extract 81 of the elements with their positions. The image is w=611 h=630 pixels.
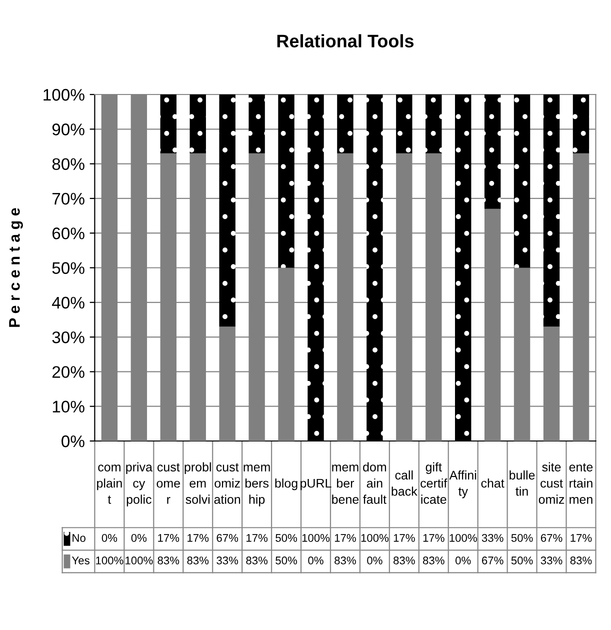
bar — [543, 94, 560, 327]
x-tick-label: mem bers hip — [244, 464, 270, 506]
data-label: 17% — [246, 534, 268, 542]
y-tick-label: 30% — [52, 331, 84, 344]
x-tick-label: com plain t — [97, 464, 122, 504]
x-tick-label: call back — [392, 470, 418, 496]
bar — [278, 94, 294, 268]
data-label: 33% — [216, 556, 238, 564]
legend-label: Yes — [72, 556, 90, 564]
x-tick-label: probl em solvi — [184, 462, 211, 504]
data-label: 0% — [308, 556, 324, 564]
y-tick-label: 10% — [52, 400, 84, 413]
data-label: 83% — [158, 556, 180, 564]
y-axis-title: P e r c e n t a g e — [9, 208, 23, 327]
x-tick-label: ente rtain men — [569, 463, 593, 504]
data-label: 100% — [126, 556, 153, 564]
data-label: 0% — [456, 556, 471, 564]
data-label: 17% — [423, 534, 444, 542]
x-tick-label: Affini ty — [449, 470, 476, 498]
data-label: 50% — [276, 556, 297, 564]
data-label: 50% — [511, 534, 533, 542]
data-label: 0% — [102, 534, 118, 542]
data-label: 17% — [394, 534, 415, 542]
data-label: 83% — [334, 556, 356, 564]
y-tick-label: 60% — [52, 228, 84, 240]
data-label: 0% — [367, 556, 382, 564]
x-tick-label: cust ome r — [156, 463, 180, 504]
data-label: 100% — [302, 534, 330, 542]
y-tick-label: 20% — [52, 366, 84, 378]
data-label: 67% — [482, 556, 504, 564]
data-label: 33% — [540, 556, 562, 564]
x-tick-label: bulle tin — [510, 470, 535, 496]
y-tick-label: 90% — [52, 124, 84, 136]
data-label: 67% — [216, 534, 238, 542]
y-tick-label: 70% — [52, 192, 84, 205]
data-label: 33% — [482, 534, 504, 542]
data-label: 17% — [158, 534, 180, 542]
bar — [514, 94, 530, 268]
data-label: 100% — [361, 534, 388, 542]
legend-label: No — [72, 534, 86, 542]
y-tick-label: 100% — [44, 88, 84, 101]
chart-title: Relational Tools — [277, 34, 414, 48]
bar — [426, 94, 442, 154]
data-label: 17% — [570, 534, 592, 542]
data-label: 17% — [334, 534, 356, 542]
data-label: 83% — [246, 556, 268, 564]
bar — [308, 94, 324, 441]
bar — [484, 94, 501, 209]
bar — [160, 94, 176, 154]
y-tick-label: 0% — [62, 435, 84, 448]
bar — [248, 94, 265, 154]
x-tick-label: gift certif icate — [420, 462, 448, 504]
x-tick-label: priva cy polic — [126, 462, 152, 506]
data-label: 50% — [276, 534, 297, 542]
data-label: 83% — [570, 556, 592, 564]
data-label: 100% — [450, 534, 477, 542]
data-label: 67% — [540, 534, 562, 542]
data-label: 83% — [394, 556, 415, 564]
data-label: 100% — [96, 556, 124, 564]
bar — [337, 94, 354, 154]
bar — [190, 94, 206, 154]
y-tick-label: 80% — [52, 158, 84, 170]
x-tick-label: blog — [275, 478, 298, 490]
x-tick-label: dom ain fault — [363, 462, 386, 504]
x-tick-label: cust omiz ation — [214, 463, 240, 504]
x-tick-label: mem ber bene — [332, 464, 359, 504]
bar — [454, 94, 472, 441]
x-tick-label: chat — [481, 478, 504, 488]
bar — [396, 94, 412, 154]
data-label: 83% — [422, 556, 444, 564]
bar — [572, 94, 590, 154]
y-tick-label: 50% — [52, 262, 84, 274]
data-label: 0% — [131, 534, 147, 542]
data-label: 83% — [187, 556, 209, 564]
data-label: 50% — [511, 556, 533, 564]
bar — [219, 94, 236, 327]
x-tick-label: site cust omiz — [538, 462, 564, 504]
data-label: 17% — [188, 534, 209, 542]
x-tick-label: pURL — [300, 478, 332, 490]
bar — [366, 94, 383, 441]
y-tick-label: 40% — [52, 296, 84, 309]
